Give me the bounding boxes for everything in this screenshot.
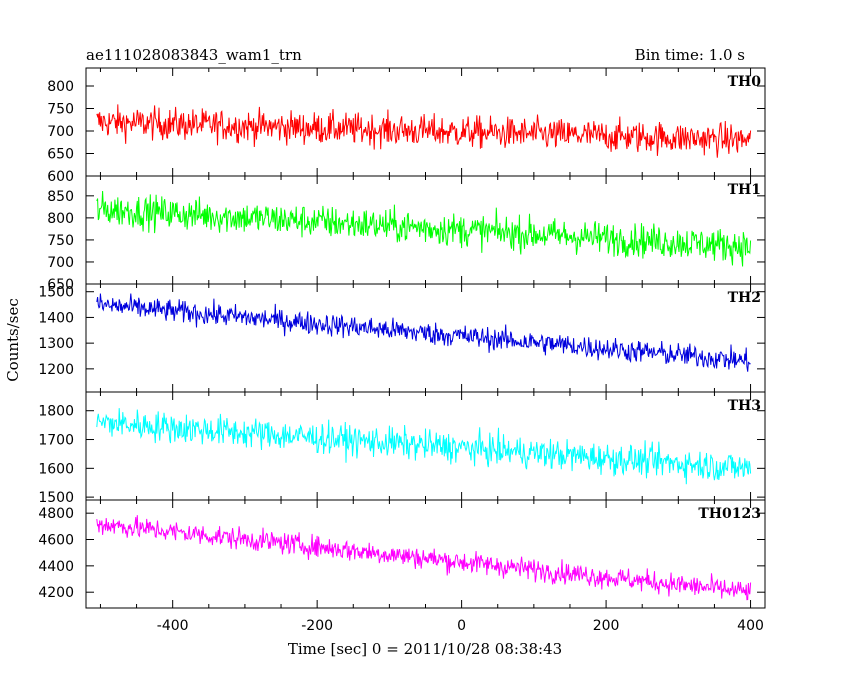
series-th0-line — [96, 104, 752, 158]
y-tick-label: 4200 — [38, 585, 74, 601]
panels-group: 600 650 700 750 800 TH0 650 700 750 800 850 TH1 1200… — [38, 67, 766, 634]
y-tick-label: 4600 — [38, 533, 74, 549]
panel-label-th2: TH2 — [728, 290, 761, 306]
panel-label-th0123: TH0123 — [698, 506, 761, 522]
y-tick-label: 1200 — [38, 362, 74, 378]
x-tick-label: -200 — [301, 618, 333, 634]
series-th0123-line — [96, 515, 752, 601]
y-tick-label: 700 — [47, 124, 74, 140]
y-tick-label: 1500 — [38, 285, 74, 301]
y-tick-label: 600 — [47, 169, 74, 185]
y-tick-label: 4800 — [38, 506, 74, 522]
series-th1-line — [96, 190, 752, 267]
panel-frame-th0123 — [85, 499, 766, 609]
x-tick-label: -400 — [157, 618, 189, 634]
y-tick-label: 1700 — [38, 433, 74, 449]
y-tick-label: 1600 — [38, 461, 74, 477]
series-th2-line — [96, 293, 751, 372]
panel-label-th0: TH0 — [728, 74, 762, 90]
x-tick-label: 400 — [737, 618, 764, 634]
y-tick-label: 1800 — [38, 404, 74, 420]
y-tick-label: 1500 — [38, 490, 74, 506]
y-tick-label: 750 — [47, 233, 74, 249]
y-tick-label: 750 — [47, 102, 74, 118]
chart-title: ae111028083843_wam1_trn — [86, 46, 302, 64]
y-tick-label: 4400 — [38, 559, 74, 575]
y-tick-label: 650 — [47, 147, 74, 163]
y-tick-label: 650 — [47, 277, 74, 293]
panel-label-th3: TH3 — [728, 398, 761, 414]
x-axis-label: Time [sec] 0 = 2011/10/28 08:38:43 — [288, 640, 562, 658]
y-tick-label: 700 — [47, 255, 74, 271]
y-tick-label: 1400 — [38, 310, 74, 326]
y-tick-label: 800 — [47, 79, 74, 95]
x-tick-label: 0 — [457, 618, 466, 634]
y-tick-label: 1300 — [38, 336, 74, 352]
y-axis-label: Counts/sec — [4, 298, 22, 382]
bin-time-label: Bin time: 1.0 s — [635, 46, 745, 64]
panel-label-th1: TH1 — [728, 182, 761, 198]
x-tick-label: 200 — [593, 618, 620, 634]
y-tick-label: 800 — [47, 211, 74, 227]
series-th3-line — [96, 408, 752, 485]
y-tick-label: 850 — [47, 189, 74, 205]
